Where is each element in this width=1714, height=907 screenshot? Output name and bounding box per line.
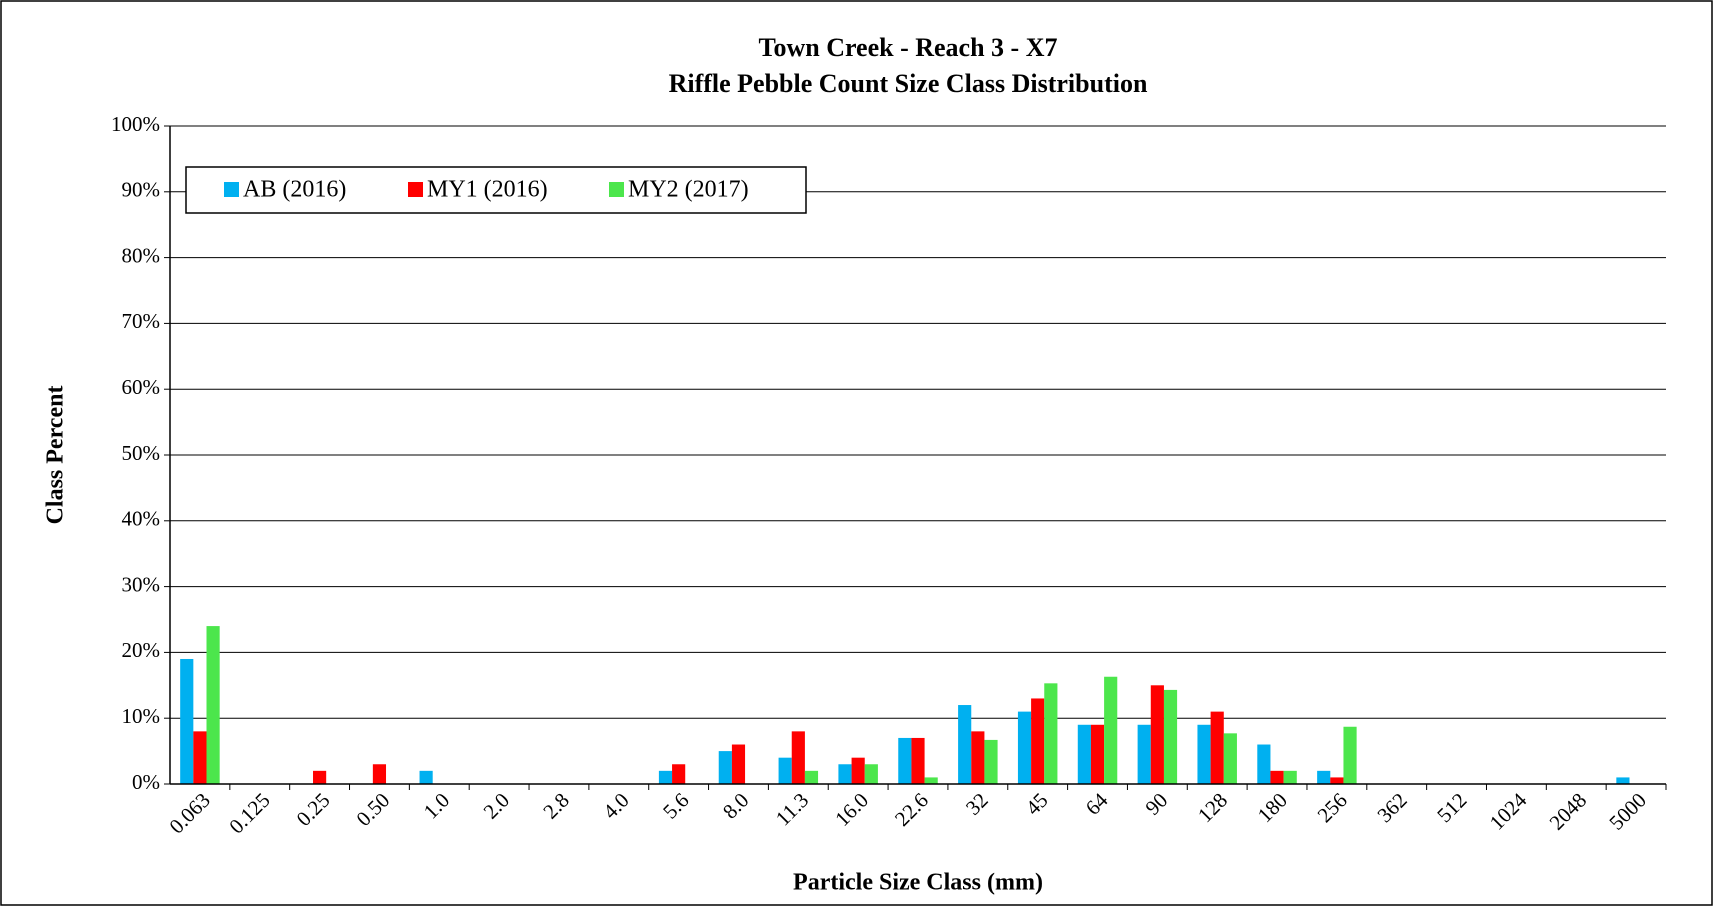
bar [718, 751, 732, 784]
bar [791, 731, 805, 784]
bar [1077, 724, 1091, 784]
legend-label: AB (2016) [243, 177, 346, 203]
legend: AB (2016) MY1 (2016) MY2 (2017) [185, 166, 807, 214]
bar [1223, 733, 1237, 784]
bar [1163, 689, 1178, 784]
y-tick-label: 60% [122, 375, 161, 399]
y-tick-label: 100% [111, 112, 160, 136]
bar [958, 705, 972, 784]
y-tick-label: 10% [122, 704, 161, 728]
bar [1017, 711, 1032, 784]
bar [1137, 724, 1151, 784]
y-tick-label: 50% [122, 441, 161, 465]
y-tick-label: 90% [122, 178, 161, 202]
bar [672, 764, 686, 784]
y-tick-label: 30% [122, 572, 161, 596]
y-tick-label: 80% [122, 243, 161, 267]
bar [313, 770, 327, 784]
bar [898, 737, 912, 784]
legend-swatch [609, 182, 624, 197]
bar [180, 658, 194, 784]
x-axis-label: Particle Size Class (mm) [793, 870, 1043, 896]
y-tick-label: 20% [122, 638, 161, 662]
y-tick-label: 0% [132, 770, 160, 794]
bar [1197, 724, 1211, 784]
bar [778, 757, 792, 784]
bar [1317, 770, 1331, 784]
bar [1283, 770, 1297, 784]
bar [731, 744, 746, 784]
legend-label: MY2 (2017) [628, 177, 749, 203]
y-tick-label: 40% [122, 507, 161, 531]
legend-swatch [408, 182, 423, 197]
bar [851, 757, 865, 784]
bar [804, 770, 819, 784]
bar [984, 739, 998, 784]
bar [1616, 777, 1630, 784]
bar [1257, 744, 1271, 784]
y-tick-label: 70% [122, 309, 161, 333]
bar [838, 764, 852, 784]
chart-title: Town Creek - Reach 3 - X7 [759, 33, 1058, 62]
bar [193, 731, 207, 784]
bar [206, 626, 220, 784]
bar [1270, 770, 1284, 784]
bar [924, 777, 938, 784]
y-axis-label: Class Percent [43, 386, 69, 525]
bar [1090, 724, 1105, 784]
bar [1104, 676, 1118, 784]
chart-subtitle: Riffle Pebble Count Size Class Distribut… [669, 69, 1148, 98]
bar [1210, 711, 1224, 784]
bar [372, 764, 387, 784]
bar [911, 737, 925, 784]
legend-label: MY1 (2016) [427, 177, 548, 203]
bar [971, 731, 985, 784]
bar [1150, 685, 1164, 784]
bar [1044, 683, 1058, 784]
bar [658, 770, 673, 784]
bar [419, 770, 433, 784]
bar [1031, 698, 1045, 784]
legend-box [185, 166, 807, 214]
bar [864, 764, 878, 784]
bar [1330, 777, 1344, 784]
legend-swatch [224, 182, 239, 197]
bar [1343, 726, 1357, 784]
